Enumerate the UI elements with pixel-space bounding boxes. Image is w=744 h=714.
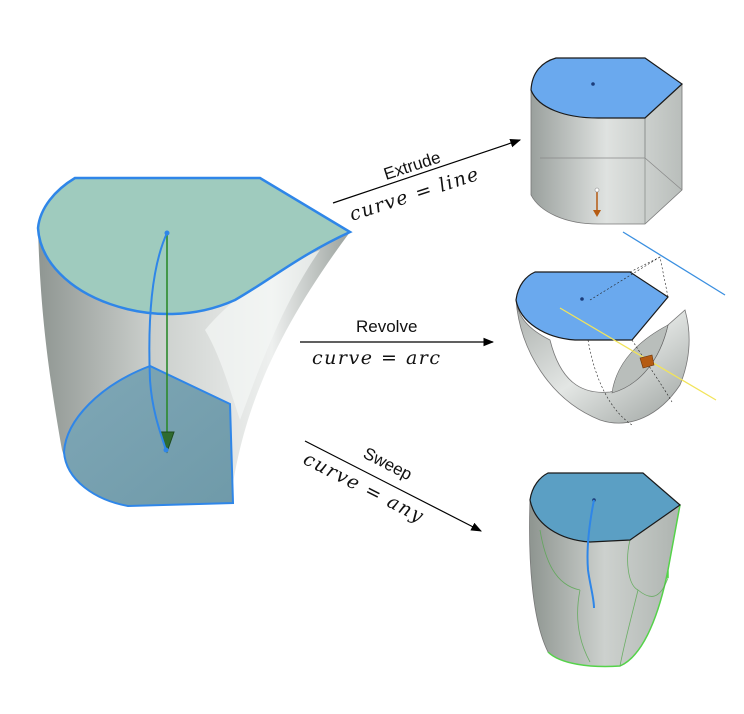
revolve-result-solid (515, 231, 726, 426)
sweep-result-guide-curve (586, 499, 595, 609)
extrude-direction-arrow-icon (593, 210, 601, 217)
extrude-result-solid (530, 57, 683, 225)
path-start-point (164, 230, 170, 236)
revolve-formula: curve = arc (312, 347, 442, 369)
revolve-body-surface (515, 299, 690, 424)
revolve-operation: Revolve curve = arc (300, 317, 495, 369)
revolve-construction-lines (587, 256, 673, 426)
revolve-label: Revolve (356, 317, 417, 336)
top-profile-face (36, 176, 353, 316)
extrude-handle-point (594, 187, 600, 193)
extrude-arrow (332, 139, 522, 204)
sweep-result-solid (529, 472, 681, 668)
path-end-point (163, 447, 169, 453)
revolve-handle-icon (639, 354, 655, 369)
bottom-profile-face (62, 364, 235, 508)
sweep-arrow (304, 440, 482, 532)
extrude-operation: Extrude curve = line (332, 139, 522, 226)
revolve-center-point (580, 297, 584, 301)
extrude-top-face (530, 57, 683, 119)
surface-highlight (205, 250, 320, 420)
guide-curve (148, 232, 168, 451)
revolve-top-face (515, 271, 669, 341)
revolve-axis-line (622, 231, 726, 296)
sweep-result-inner-edges (539, 529, 669, 667)
sweep-result-green-edges (547, 504, 681, 668)
rotation-axis-line (559, 307, 717, 401)
sweep-operation: Sweep curve = any (300, 440, 482, 532)
extrude-center-point (591, 82, 595, 86)
main-sweep-solid (36, 176, 353, 508)
sweep-result-top-face (529, 472, 681, 543)
